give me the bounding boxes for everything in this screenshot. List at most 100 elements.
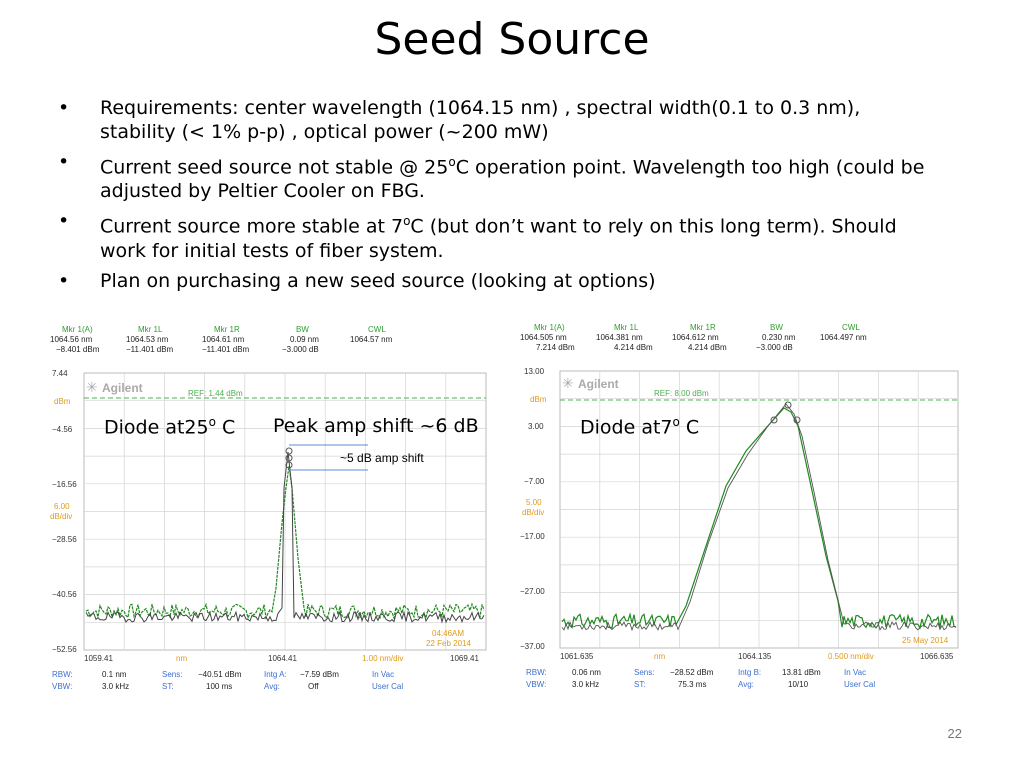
bullet-current-not-stable: Current seed source not stable @ 25oC op… xyxy=(58,150,938,203)
x-right-label: 1066.635 xyxy=(920,652,954,661)
marker-values: 1064.56 nm 1064.53 nm 1064.61 nm 0.09 nm… xyxy=(50,335,393,354)
x-left-label: 1059.41 xyxy=(84,654,113,663)
marker-label: Mkr 1(A) xyxy=(534,323,565,332)
marker-value: 1064.505 nm xyxy=(520,333,567,342)
svg-text:VBW:: VBW: xyxy=(526,680,546,689)
marker-label: Mkr 1L xyxy=(614,323,639,332)
y-unit-label: dBm xyxy=(530,395,547,404)
y-tick-label: −16.56 xyxy=(52,480,77,489)
y-tick-labels: 13.00 3.00 −7.00 −17.00 −27.00 −37.00 xyxy=(520,367,545,651)
superscript: o xyxy=(403,214,411,229)
y-unit-label: dBm xyxy=(54,397,71,406)
date-label: 22 Feb 2014 xyxy=(426,639,471,648)
svg-text:0.1 nm: 0.1 nm xyxy=(102,670,127,679)
y-tick-label: 13.00 xyxy=(524,367,545,376)
peak-amp-shift-label: Peak amp shift ~6 dB xyxy=(273,415,479,437)
y-tick-label: −7.00 xyxy=(524,477,545,486)
marker-label: Mkr 1R xyxy=(214,325,240,334)
bullet-current-more-stable: Current source more stable at 7oC (but d… xyxy=(58,209,938,262)
marker-value: 1064.381 nm xyxy=(596,333,643,342)
marker-value: 4.214 dBm xyxy=(614,343,653,352)
svg-text:10/10: 10/10 xyxy=(788,680,809,689)
y-tick-label: 3.00 xyxy=(528,422,544,431)
right-plot-area: REF: 8.00 dBm ✳ Agilent 25 May 2014 xyxy=(559,370,959,649)
x-unit-label: nm xyxy=(654,652,665,661)
svg-text:Off: Off xyxy=(308,682,319,691)
footer-row-1: RBW: 0.06 nm Sens: −28.52 dBm Intg B: 13… xyxy=(526,668,866,677)
svg-text:ST:: ST: xyxy=(634,680,646,689)
marker-value: 1064.612 nm xyxy=(672,333,719,342)
time-label: 04:46AM xyxy=(432,629,464,638)
trace-dark xyxy=(85,451,485,624)
y-tick-label: −17.00 xyxy=(520,532,545,541)
y-tick-labels: 7.44 −4.56 −16.56 −28.56 −40.56 −52.56 xyxy=(52,369,77,654)
x-right-label: 1069.41 xyxy=(450,654,479,663)
svg-text:In Vac: In Vac xyxy=(844,668,866,677)
x-div-label: 0.500 nm/div xyxy=(828,652,874,661)
page-number: 22 xyxy=(947,726,962,741)
svg-text:Intg B:: Intg B: xyxy=(738,668,761,677)
agilent-spark-icon: ✳ xyxy=(562,376,574,392)
marker-value: −11.401 dBm xyxy=(202,345,250,354)
right-osa-screenshot: Mkr 1(A) Mkr 1L Mkr 1R BW CWL 1064.505 n… xyxy=(516,316,966,696)
svg-text:User Cal: User Cal xyxy=(844,680,875,689)
svg-text:100 ms: 100 ms xyxy=(206,682,232,691)
left-osa-screenshot: Mkr 1(A) Mkr 1L Mkr 1R BW CWL 1064.56 nm… xyxy=(46,318,492,698)
svg-text:Sens:: Sens: xyxy=(162,670,182,679)
peak-markers xyxy=(285,447,293,469)
agilent-logo: ✳ Agilent xyxy=(86,380,143,396)
y-tick-label: −28.56 xyxy=(52,535,77,544)
superscript: o xyxy=(448,155,456,169)
bullet-plan: Plan on purchasing a new seed source (lo… xyxy=(58,269,938,293)
marker-value: 7.214 dBm xyxy=(536,343,575,352)
marker-value: −8.401 dBm xyxy=(56,345,100,354)
ref-label: REF: 8.00 dBm xyxy=(654,389,709,398)
amp-shift-annotation: ~5 dB amp shift xyxy=(340,451,424,465)
marker-value: −3.000 dB xyxy=(282,345,319,354)
bullet-text: Plan on purchasing a new seed source (lo… xyxy=(100,269,656,292)
marker-value: 0.230 nm xyxy=(762,333,796,342)
marker-label: CWL xyxy=(842,323,860,332)
svg-text:Avg:: Avg: xyxy=(738,680,754,689)
peak-markers xyxy=(770,401,801,424)
left-plot-area: REF: 1.44 dBm ✳ Agilent 04:46AM 22 Feb 2… xyxy=(83,372,487,651)
svg-text:User Cal: User Cal xyxy=(372,682,403,691)
footer-row-2: VBW: 3.0 kHz ST: 75.3 ms Avg: 10/10 User… xyxy=(526,680,875,689)
marker-value: 1064.53 nm xyxy=(126,335,169,344)
marker-value: 1064.57 nm xyxy=(350,335,393,344)
bullet-text: C operation point. Wavelength too high (… xyxy=(100,156,925,203)
agilent-spark-icon: ✳ xyxy=(86,380,98,396)
svg-text:−7.59 dBm: −7.59 dBm xyxy=(300,670,339,679)
footer-row-1: RBW: 0.1 nm Sens: −40.51 dBm Intg A: −7.… xyxy=(52,670,394,679)
brand-label: Agilent xyxy=(102,381,143,395)
left-diode-label: Diode at25o C xyxy=(104,415,236,439)
svg-text:In Vac: In Vac xyxy=(372,670,394,679)
svg-text:Avg:: Avg: xyxy=(264,682,280,691)
date-label: 25 May 2014 xyxy=(902,636,949,645)
marker-label: Mkr 1(A) xyxy=(62,325,93,334)
marker-labels: Mkr 1(A) Mkr 1L Mkr 1R BW CWL xyxy=(62,325,386,334)
svg-text:ST:: ST: xyxy=(162,682,174,691)
svg-text:3.0 kHz: 3.0 kHz xyxy=(572,680,599,689)
y-scale-label: dB/div xyxy=(522,508,544,517)
bullet-text: Current source more stable at 7 xyxy=(100,215,404,238)
x-center-label: 1064.135 xyxy=(738,652,772,661)
trace-dark xyxy=(561,403,957,632)
svg-text:3.0 kHz: 3.0 kHz xyxy=(102,682,129,691)
marker-value: 0.09 nm xyxy=(290,335,319,344)
bullet-text: Requirements: center wavelength (1064.15… xyxy=(100,97,861,143)
svg-text:Sens:: Sens: xyxy=(634,668,654,677)
svg-text:VBW:: VBW: xyxy=(52,682,72,691)
svg-text:RBW:: RBW: xyxy=(52,670,73,679)
x-div-label: 1.00 nm/div xyxy=(362,654,403,663)
x-center-label: 1064.41 xyxy=(268,654,297,663)
brand-label: Agilent xyxy=(578,377,619,391)
agilent-logo: ✳ Agilent xyxy=(562,376,619,392)
y-scale-label: dB/div xyxy=(50,512,72,521)
y-tick-label: −52.56 xyxy=(52,645,77,654)
svg-text:75.3 ms: 75.3 ms xyxy=(678,680,706,689)
bullet-list: Requirements: center wavelength (1064.15… xyxy=(58,96,938,299)
y-tick-label: −27.00 xyxy=(520,587,545,596)
bullet-requirements: Requirements: center wavelength (1064.15… xyxy=(58,96,938,144)
marker-label: CWL xyxy=(368,325,386,334)
